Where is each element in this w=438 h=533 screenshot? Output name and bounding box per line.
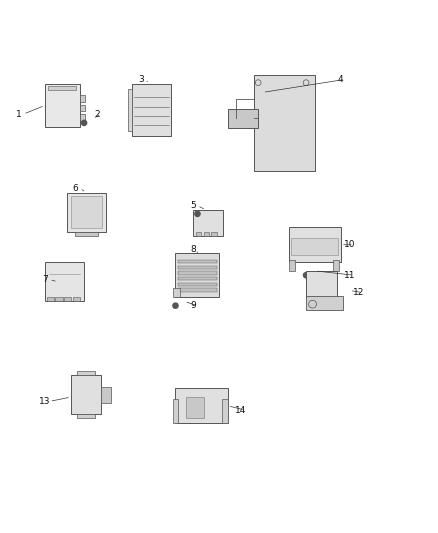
Text: 9: 9 [190, 301, 196, 310]
Text: 13: 13 [39, 397, 51, 406]
Bar [223, 399, 228, 423]
Bar [228, 109, 258, 128]
Bar [289, 261, 295, 271]
Bar [71, 197, 102, 228]
Bar [128, 89, 132, 131]
Bar [186, 397, 204, 418]
Text: 12: 12 [353, 288, 364, 297]
Bar [47, 297, 54, 301]
Bar [178, 288, 217, 292]
Circle shape [173, 303, 178, 308]
Bar [80, 114, 85, 120]
Bar [306, 271, 336, 298]
Bar [176, 389, 228, 423]
Text: 14: 14 [235, 406, 247, 415]
Bar [48, 86, 76, 90]
Bar [178, 277, 217, 280]
Bar [173, 288, 180, 297]
Bar [73, 297, 80, 301]
Bar [196, 232, 201, 236]
Circle shape [304, 272, 309, 278]
Bar [178, 260, 217, 263]
Text: 3: 3 [138, 75, 144, 84]
Bar [45, 262, 84, 301]
Text: 10: 10 [344, 240, 355, 249]
Bar [289, 228, 341, 262]
Bar [178, 265, 217, 269]
Bar [64, 297, 71, 301]
Text: 7: 7 [42, 275, 48, 284]
Bar [80, 95, 85, 102]
Bar [333, 261, 339, 271]
Bar [306, 296, 343, 310]
Bar [176, 254, 219, 297]
Text: 8: 8 [190, 245, 196, 254]
Bar [80, 104, 85, 111]
Bar [178, 282, 217, 286]
Bar [102, 387, 111, 403]
Bar [45, 84, 80, 127]
Circle shape [195, 211, 200, 216]
Bar [132, 84, 171, 136]
Bar [211, 232, 217, 236]
Bar [178, 271, 217, 275]
Text: 5: 5 [190, 201, 196, 210]
Bar [173, 399, 178, 423]
Bar [254, 75, 315, 171]
Bar [77, 415, 95, 418]
Bar [67, 192, 106, 232]
Bar [204, 232, 209, 236]
Text: 4: 4 [338, 75, 344, 84]
Text: 1: 1 [16, 110, 21, 119]
Bar [291, 238, 338, 255]
Bar [56, 297, 63, 301]
Bar [193, 210, 223, 236]
Bar [74, 232, 98, 236]
Text: 11: 11 [344, 271, 355, 280]
Bar [77, 372, 95, 375]
Text: 2: 2 [94, 110, 100, 119]
Text: 6: 6 [73, 184, 78, 192]
Bar [71, 375, 102, 415]
Circle shape [81, 120, 87, 125]
